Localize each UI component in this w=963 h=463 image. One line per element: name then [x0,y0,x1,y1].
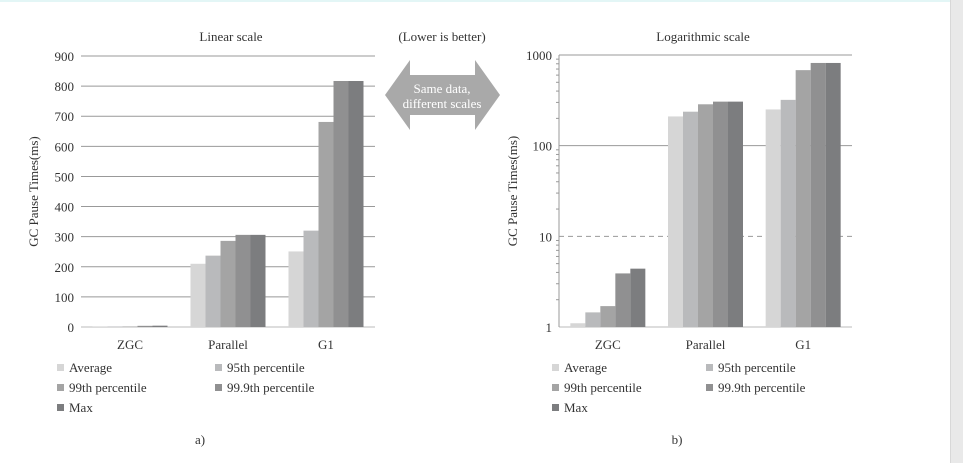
bar-parallel-1 [683,111,698,327]
bar-g1-1 [303,230,319,327]
arrow-text-line1: Same data, [413,81,470,96]
bar-g1-4 [348,80,364,328]
y-tick-label: 600 [55,139,75,154]
bar-parallel-1 [205,255,221,327]
x-tick-label: G1 [795,337,811,352]
legend-swatch [552,384,559,391]
linear-scale-chart: Linear scale GC Pause Times(ms) 0 100 200 300… [26,29,375,447]
legend-label: Average [564,360,607,375]
panel-label: b) [672,432,683,447]
y-tick-label: 400 [55,200,75,215]
legend-swatch [706,364,713,371]
x-tick-label: Parallel [686,337,726,352]
bar-g1-0 [765,109,781,327]
bar-g1-2 [318,121,334,328]
scrollbar[interactable] [950,0,963,463]
bar-g1-3 [810,62,826,328]
legend-label: 99th percentile [564,380,642,395]
legend-swatch [57,384,64,391]
legend-swatch [552,404,559,411]
double-arrow-icon [385,60,500,130]
legend-swatch [57,404,64,411]
lower-is-better-note: (Lower is better) [398,29,485,44]
legend-label: Average [69,360,112,375]
bar-zgc-2 [600,306,616,327]
y-tick-label: 0 [68,320,75,335]
bar-zgc-0 [570,323,586,327]
legend-label: 95th percentile [718,360,796,375]
y-tick-label: 100 [533,139,553,154]
top-border [0,0,963,2]
bar-parallel-0 [668,116,683,327]
legend-label: 99.9th percentile [227,380,315,395]
chart-title: Linear scale [199,29,262,44]
bar-parallel-4 [728,101,743,327]
y-tick-label: 700 [55,109,75,124]
bar-g1-3 [333,80,349,328]
bar-zgc-3 [615,273,631,327]
bar-zgc-4 [630,268,646,327]
bar-parallel-3 [713,101,728,327]
bar-zgc-3 [137,325,153,327]
bar-zgc-2 [122,326,138,327]
x-tick-label: G1 [318,337,334,352]
x-tick-label: Parallel [208,337,248,352]
bar-parallel-0 [190,263,206,327]
legend-swatch [215,384,222,391]
legend-label: 99.9th percentile [718,380,806,395]
legend-label: Max [564,400,588,415]
y-tick-label: 100 [55,290,75,305]
legend-swatch [552,364,559,371]
x-tick-label: ZGC [595,337,621,352]
legend-label: 99th percentile [69,380,147,395]
x-tick-label: ZGC [117,337,143,352]
legend-swatch [57,364,64,371]
legend-label: 95th percentile [227,360,305,375]
legend-label: Max [69,400,93,415]
y-tick-label: 500 [55,169,75,184]
y-axis-label: GC Pause Times(ms) [505,136,520,247]
y-tick-label: 1 [546,320,553,335]
bar-g1-2 [795,70,811,328]
bar-parallel-2 [220,240,236,327]
y-tick-label: 1000 [526,48,552,63]
log-scale-chart: Logarithmic scale GC Pause Times(ms) 1 10 10… [505,29,852,447]
arrow-text-line2: different scales [403,96,482,111]
legend-swatch [215,364,222,371]
bar-parallel-3 [235,234,251,327]
y-tick-label: 300 [55,230,75,245]
bar-g1-1 [780,99,796,328]
y-tick-label: 800 [55,79,75,94]
bar-g1-0 [288,251,304,327]
legend-swatch [706,384,713,391]
bar-g1-4 [825,62,841,328]
bar-parallel-4 [250,234,266,327]
bar-parallel-2 [698,104,713,327]
bar-zgc-4 [152,325,168,327]
y-axis-label: GC Pause Times(ms) [26,136,41,247]
y-tick-label: 10 [539,229,552,244]
bar-zgc-1 [585,312,601,327]
same-data-arrow: Same data, different scales [385,60,500,130]
panel-label: a) [195,432,205,447]
y-tick-label: 900 [55,49,75,64]
y-tick-label: 200 [55,260,75,275]
chart-title: Logarithmic scale [656,29,750,44]
